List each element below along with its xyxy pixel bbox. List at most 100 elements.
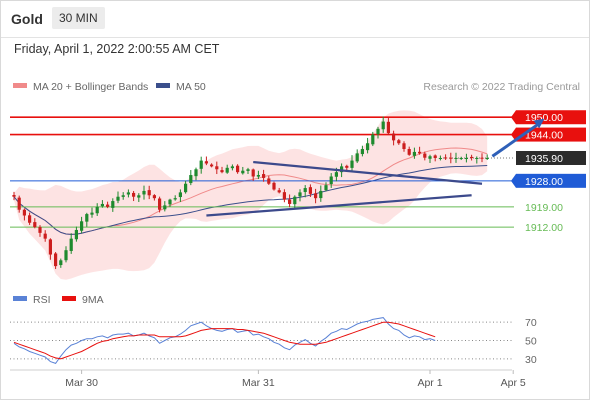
candle (116, 191, 120, 204)
level-label-pointer (511, 110, 516, 125)
level-label: 1935.90 (525, 153, 563, 165)
candle (464, 153, 468, 163)
candle (199, 156, 203, 174)
candle-body (85, 214, 89, 222)
candle (48, 238, 52, 260)
candle (376, 126, 380, 139)
candle (282, 189, 286, 203)
rsi-line (13, 317, 436, 364)
candle-body (251, 169, 255, 177)
x-tick-label: Mar 31 (242, 377, 275, 389)
candle (298, 189, 302, 202)
candle-body (433, 155, 437, 158)
candle-body (303, 188, 307, 192)
chart-datetime: Friday, April 1, 2022 2:00:55 AM CET (14, 42, 220, 56)
candle-body (319, 190, 323, 199)
candle (485, 154, 489, 160)
candle (449, 152, 453, 164)
trendline-1 (253, 160, 483, 185)
candle-body (428, 156, 432, 159)
candle (366, 137, 370, 154)
candle (251, 168, 255, 181)
candle (189, 170, 193, 186)
candle-body (386, 121, 390, 134)
candle (475, 156, 479, 164)
candle (22, 208, 26, 221)
candle-body (480, 157, 484, 159)
candle-body (100, 203, 104, 207)
candle-body (22, 209, 26, 216)
candle (423, 151, 427, 161)
candle (444, 154, 448, 160)
x-tick-label: Mar 30 (65, 377, 98, 389)
candle-body (210, 164, 214, 167)
candle (381, 116, 385, 133)
candle (106, 201, 110, 209)
candle (392, 130, 396, 146)
instrument-title: Gold (11, 11, 43, 27)
candle-body (184, 183, 188, 193)
candle (314, 188, 318, 204)
candle-body (168, 199, 172, 205)
timeframe-button[interactable]: 30 MIN (52, 7, 105, 29)
candle-body (444, 157, 448, 159)
candle (272, 181, 276, 191)
projection-arrow-head (533, 118, 545, 129)
candle-body (423, 153, 427, 158)
candle (350, 155, 354, 172)
candle-body (194, 169, 198, 177)
candle-body (17, 197, 21, 210)
projection-arrow-shaft (491, 121, 542, 158)
candle-body (12, 194, 16, 197)
candle (303, 185, 307, 198)
candle (308, 184, 312, 198)
level-label: 1928.00 (525, 176, 563, 188)
candle-body (74, 229, 78, 240)
candle (137, 193, 141, 202)
candle (241, 166, 245, 175)
candle (204, 156, 208, 166)
top-bar: Gold 30 MIN (1, 1, 589, 38)
candle-body (54, 253, 58, 267)
candle (173, 195, 177, 201)
candle (288, 194, 292, 208)
candle-body (355, 153, 359, 162)
candle-body (298, 192, 302, 197)
candle (397, 138, 401, 145)
candle (142, 185, 146, 200)
candle (371, 131, 375, 147)
legend-swatch (156, 83, 170, 88)
candle-body (350, 160, 354, 168)
candle-body (241, 170, 245, 174)
candle-body (345, 165, 349, 168)
candle (236, 164, 240, 174)
candle (59, 258, 63, 268)
candle (454, 152, 458, 163)
candle (121, 192, 125, 200)
rsi-ma-line (13, 321, 436, 360)
level-label-box (516, 110, 586, 125)
x-tick-label: Apr 5 (501, 377, 526, 389)
candle (210, 163, 214, 168)
candle (184, 180, 188, 194)
candle-body (147, 190, 151, 196)
candle (480, 153, 484, 163)
candle-body (142, 190, 146, 195)
candle-body (189, 175, 193, 184)
rsi-legend-label: 9MA (82, 294, 104, 306)
candle (69, 233, 73, 254)
candle (355, 149, 359, 164)
candle-body (454, 157, 458, 159)
legend-swatch (13, 83, 27, 88)
candle (17, 195, 21, 213)
candle (90, 207, 94, 218)
candle (163, 201, 167, 212)
candle-body (340, 166, 344, 173)
candle (428, 154, 432, 164)
candle-body (376, 128, 380, 135)
candle (168, 198, 172, 207)
candle-body (282, 192, 286, 200)
candle-body (360, 149, 364, 155)
rsi-legend-label: RSI (33, 294, 51, 306)
